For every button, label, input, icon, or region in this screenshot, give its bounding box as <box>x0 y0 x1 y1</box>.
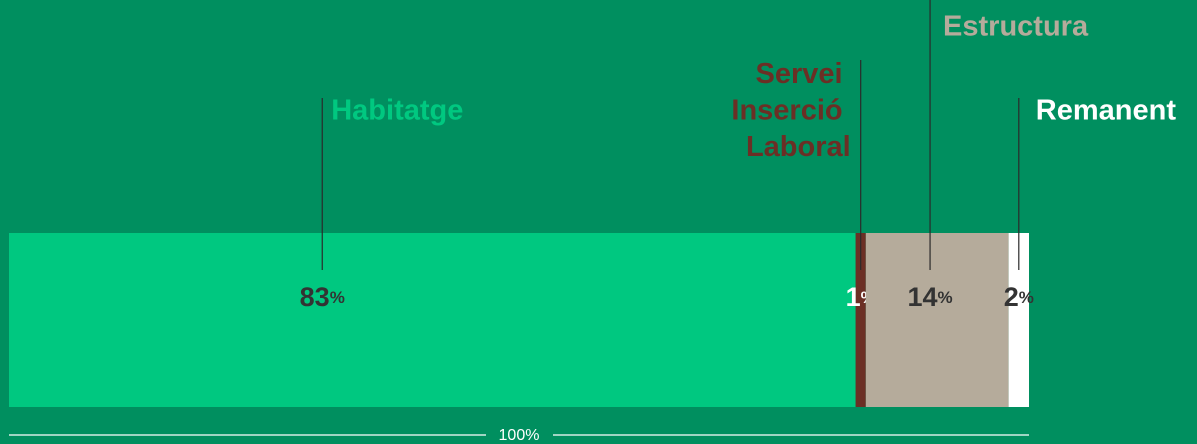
segment-label: Servei Inserció Laboral <box>731 58 850 163</box>
bar-segment <box>9 233 856 407</box>
segment-label: Estructura <box>943 11 1089 43</box>
segment-label: Remanent <box>1036 95 1177 127</box>
segment-label: Habitatge <box>331 95 463 127</box>
total-axis: 100% <box>9 427 1029 444</box>
value-label: 83% <box>300 282 345 312</box>
value-label: 14% <box>907 282 952 312</box>
bar-segment <box>865 233 1009 407</box>
value-label: 2% <box>1004 282 1034 312</box>
bar-segment <box>855 233 866 407</box>
total-label: 100% <box>499 427 540 444</box>
bar-segment <box>1008 233 1029 407</box>
